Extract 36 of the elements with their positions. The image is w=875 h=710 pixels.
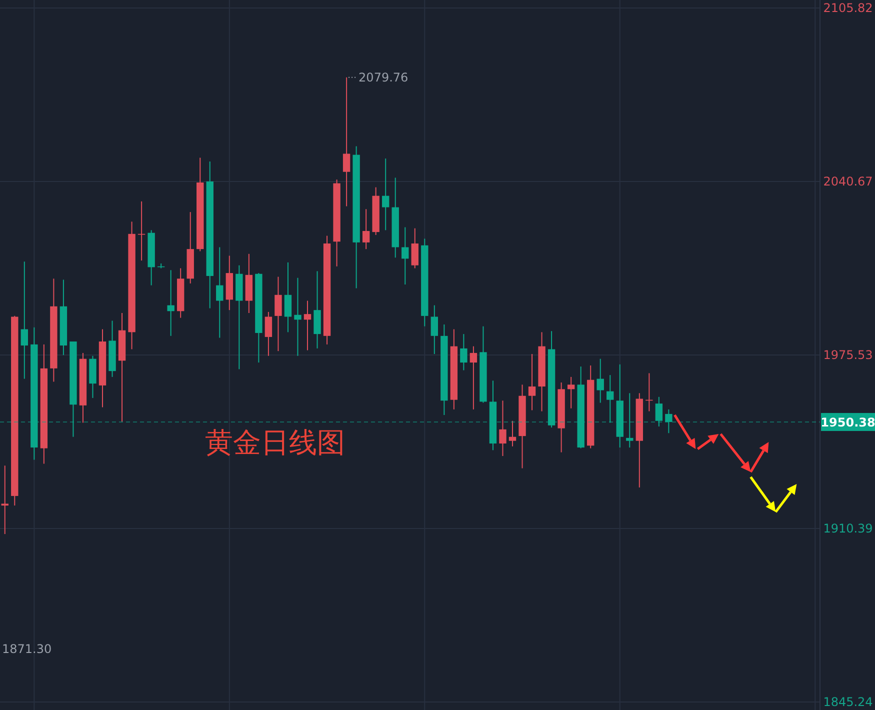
candlestick <box>508 420 516 447</box>
candlestick <box>294 277 302 356</box>
y-tick-label: 1975.53 <box>823 348 873 362</box>
candlestick <box>596 358 604 404</box>
candlestick <box>264 311 272 356</box>
candlestick <box>382 158 390 231</box>
candlestick <box>216 246 224 338</box>
candlestick <box>402 226 409 286</box>
candlestick <box>304 300 312 351</box>
candlestick <box>362 208 370 250</box>
y-tick-label: 2105.82 <box>823 1 873 15</box>
candlestick <box>274 276 282 352</box>
candlestick <box>411 228 418 269</box>
annotation: 1871.30 <box>2 642 52 656</box>
y-tick-label: 2040.67 <box>823 174 873 189</box>
text: 黄金日线图 <box>205 426 345 459</box>
candlestick <box>655 396 663 427</box>
candlestick <box>528 354 536 411</box>
candlestick <box>314 270 321 349</box>
candlestick <box>470 346 478 410</box>
candlestick <box>567 376 575 409</box>
candlestick <box>460 334 468 371</box>
candlestick <box>342 76 350 207</box>
candlestick <box>606 374 614 424</box>
candlestick <box>167 270 174 336</box>
ref-line-label: 1950.38 <box>820 415 875 430</box>
candlestick <box>430 304 438 355</box>
annotation: 2079.76 <box>358 70 408 84</box>
candlestick <box>284 262 292 333</box>
candlestick <box>626 392 634 448</box>
y-tick-label: 1910.39 <box>823 521 873 536</box>
candlestick <box>1 465 8 535</box>
candlestick <box>499 400 506 457</box>
y-tick-label: 1845.24 <box>823 695 873 709</box>
candlestick <box>20 261 28 380</box>
candlestick <box>665 408 672 434</box>
